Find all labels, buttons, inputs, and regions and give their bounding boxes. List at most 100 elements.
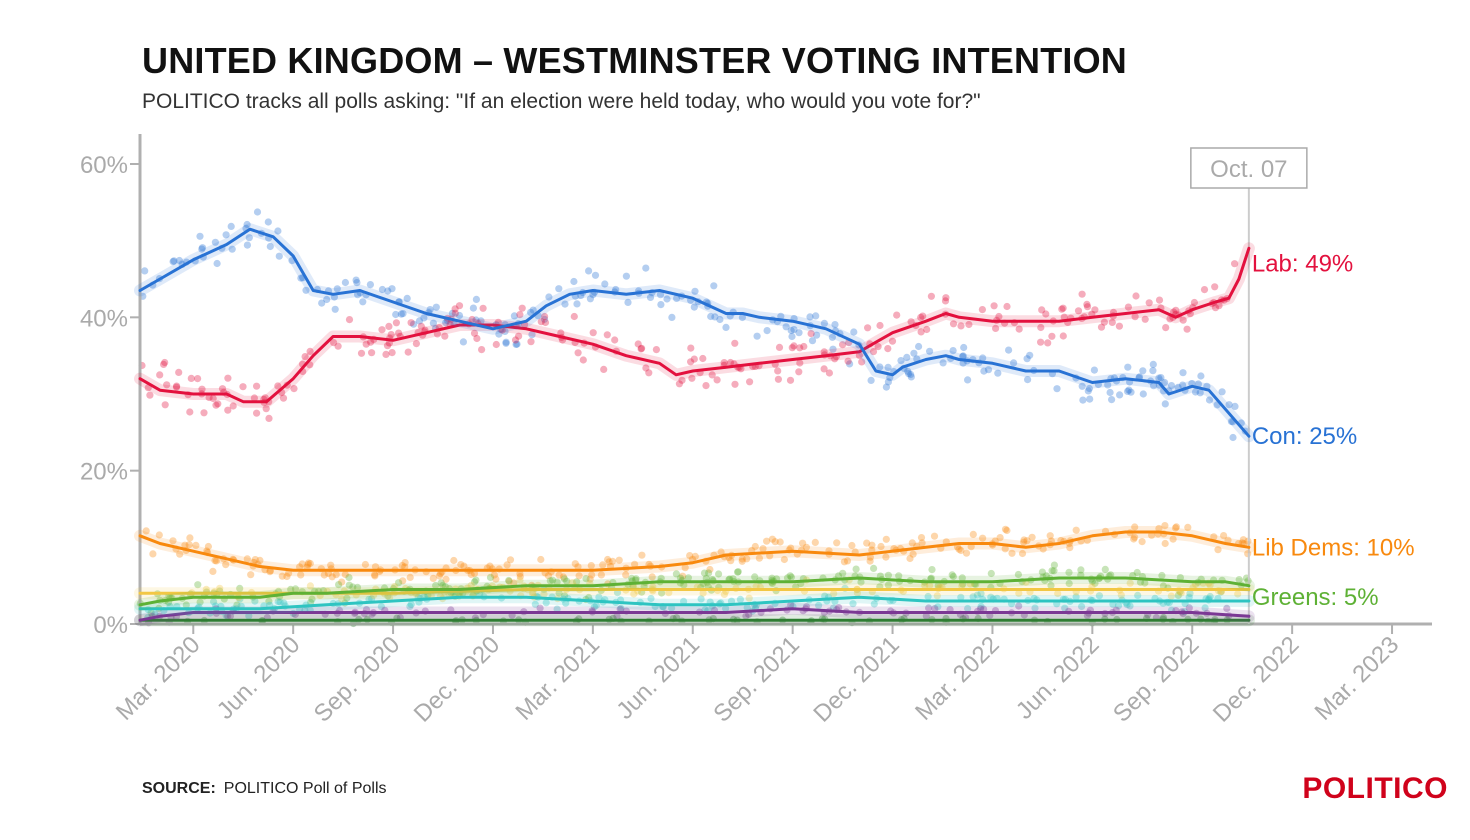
poll-dot-greens [1050,567,1058,575]
poll-dot-con [353,279,361,287]
poll-dot-lab [1211,283,1219,291]
poll-dot-lib-dems [996,534,1004,542]
poll-dot-con [169,258,177,266]
y-tick-label: 20% [80,459,128,486]
poll-dot-ukip [742,612,750,620]
poll-dot-greens [236,584,244,593]
poll-dot-reform [743,604,751,612]
poll-dot-lab [893,311,901,319]
poll-dot-lab [1162,324,1170,332]
poll-dot-snp [933,592,941,600]
poll-dot-reform [1123,601,1131,609]
poll-dot-con [1225,401,1233,409]
poll-dot-lab [699,354,707,363]
poll-dot-con [570,277,578,286]
poll-dot-lab [1058,305,1066,313]
poll-dot-lab [146,391,154,399]
poll-dot-lib-dems [1001,545,1009,553]
poll-dot-lab [175,368,183,376]
poll-dot-con [573,300,581,308]
poll-dot-reform [969,593,977,601]
poll-dot-reform [680,597,688,606]
poll-dot-lib-dems [771,538,779,546]
poll-dot-greens [555,589,563,597]
poll-dot-lib-dems [505,577,513,585]
poll-dot-ukip [931,605,939,613]
poll-dot-lib-dems [211,557,219,565]
chart-subtitle: POLITICO tracks all polls asking: "If an… [142,90,981,113]
poll-dot-lab [923,325,931,334]
poll-dot-lib-dems [863,539,871,547]
poll-dot-lab [788,344,796,352]
poll-dot-lib-dems [181,541,189,549]
poll-dot-reform [592,601,600,610]
poll-dot-con [1106,388,1114,397]
poll-dot-greens [1133,568,1141,577]
poll-dot-reform [987,593,995,601]
poll-dot-con [1157,374,1165,382]
poll-dot-greens [486,573,495,582]
poll-dot-lib-dems [1224,536,1232,544]
source-text: POLITICO Poll of Polls [223,780,387,797]
poll-dot-reform [251,597,259,605]
poll-dot-lib-dems [571,560,579,568]
poll-dot-con [1191,388,1200,396]
poll-dot-lib-dems [338,578,346,586]
poll-dot-lab [957,322,965,330]
poll-dot-lab [688,374,696,382]
poll-dot-lab [687,344,695,352]
poll-dot-greens [439,581,447,590]
poll-dot-con [622,272,631,280]
poll-dot-lib-dems [738,557,746,565]
poll-dot-lib-dems [1018,549,1027,558]
poll-dot-con [211,238,219,246]
poll-dot-snp [699,589,707,597]
poll-dot-greens [353,583,362,592]
poll-dot-lab [1211,304,1220,312]
poll-dot-lib-dems [222,561,230,569]
poll-dot-lab [917,328,925,336]
poll-dot-greens [705,569,713,577]
poll-dot-con [915,342,923,351]
poll-dot-con [707,312,715,321]
poll-dot-lab [518,304,526,312]
poll-dot-reform [849,600,857,608]
poll-dot-greens [194,581,202,589]
poll-dot-lab [1059,304,1067,312]
poll-dot-lab [831,355,839,363]
poll-dot-lib-dems [298,560,306,568]
poll-dot-reform [590,603,599,611]
poll-dot-greens [505,576,513,585]
poll-dot-greens [1174,591,1182,600]
poll-dot-con [711,313,719,321]
poll-dot-reform [815,601,823,610]
poll-dot-lib-dems [811,538,819,547]
poll-dot-snp [958,582,966,590]
poll-dot-greens [1065,579,1073,588]
poll-dot-con [959,352,967,360]
poll-dot-lab [1190,298,1198,307]
poll-dot-lib-dems [266,568,274,576]
poll-dot-lib-dems [243,555,251,563]
poll-dot-lab [919,312,927,320]
poll-dot-lib-dems [759,545,767,553]
poll-dot-lab [209,394,217,403]
poll-dot-lab [579,356,587,364]
poll-dot-greens [895,572,903,580]
poll-dot-lab [1100,318,1108,326]
poll-dot-lab [306,347,314,355]
poll-dot-con [1139,367,1147,375]
poll-dot-lab [731,339,739,347]
x-tick-label: Sep. 2020 [309,631,405,727]
poll-dot-lib-dems [802,543,811,551]
poll-dot-con [788,332,796,341]
poll-dot-reform [1095,592,1103,600]
poll-dot-greens [751,573,759,581]
poll-dot-con [763,327,771,335]
poll-dot-con [555,285,563,293]
poll-dot-lab [186,408,194,416]
poll-dot-lib-dems [516,573,524,581]
poll-dot-reform [697,595,705,603]
poll-dot-con [274,227,282,235]
poll-dot-con [297,274,305,282]
